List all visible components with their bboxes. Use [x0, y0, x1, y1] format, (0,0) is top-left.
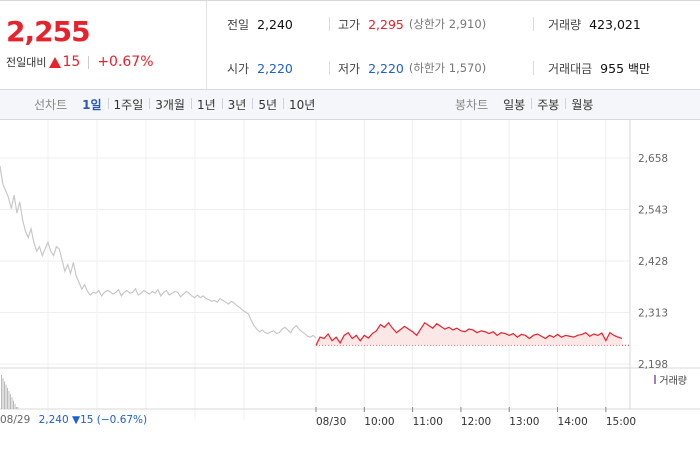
x-tick-label: 11:00	[413, 416, 443, 428]
stat-value: 955	[600, 60, 625, 76]
y-tick-label: 2,428	[638, 256, 668, 268]
chart-tab-bar: 선차트 1일 1주일 3개월 1년 3년 5년 10년 봉차트 일봉 주봉 월봉	[0, 89, 700, 120]
stat-value: 423,021	[589, 16, 641, 32]
y-tick-label: 2,313	[638, 308, 668, 320]
x-tick-label: 12:00	[461, 416, 491, 428]
price-panel: 2,255 전일대비 15 +0.67%	[0, 1, 207, 90]
volume-bar	[16, 407, 17, 409]
prev-day-price: 2,240	[38, 414, 69, 426]
volume-bar	[2, 378, 4, 409]
tab-1-day[interactable]: 1일	[82, 98, 102, 112]
up-triangle-icon	[49, 56, 62, 68]
volume-bar	[13, 400, 14, 409]
candle-chart-tabs: 봉차트 일봉 주봉 월봉	[455, 90, 599, 119]
volume-bar	[11, 397, 13, 409]
stat-label: 전일	[227, 17, 250, 32]
line-chart-label: 선차트	[34, 98, 68, 112]
lower-limit: (하한가 1,570)	[408, 61, 487, 75]
y-tick-label: 2,198	[638, 359, 668, 371]
x-tick-label: 15:00	[606, 416, 636, 428]
tab-weekly-candle[interactable]: 주봉	[531, 96, 565, 113]
volume-bar	[4, 381, 5, 409]
stat-label: 저가	[338, 61, 361, 76]
volume-legend-label: 거래량	[659, 376, 687, 387]
current-price: 2,255	[6, 15, 91, 48]
stat-volume: 거래량 423,021	[548, 14, 641, 34]
series-area-today	[316, 322, 622, 346]
tab-monthly-candle[interactable]: 월봉	[565, 96, 599, 113]
stat-value: 2,220	[368, 60, 404, 76]
volume-bar	[5, 384, 7, 409]
stat-value: 2,220	[257, 60, 293, 76]
stats-panel: 전일 2,240 시가 2,220 고가 2,295 (상한가 2,910) 저…	[208, 1, 700, 90]
prev-day-change: ▼15 (−0.67%)	[72, 414, 148, 426]
x-tick-label: 13:00	[509, 416, 539, 428]
stat-prev-close: 전일 2,240	[227, 14, 293, 34]
tab-1-week[interactable]: 1주일	[107, 96, 150, 113]
x-tick-label: 14:00	[558, 416, 588, 428]
stat-open: 시가 2,220	[227, 58, 293, 78]
stat-value: 2,295	[368, 16, 404, 32]
price-chart: 2,658 2,543 2,428 2,313 2,198 08/30 10:00 11:0…	[0, 120, 700, 450]
stat-high: 고가 2,295 (상한가 2,910)	[338, 14, 486, 34]
stock-summary: 2,255 전일대비 15 +0.67% 전일 2,240 시가 2,220 고…	[0, 0, 700, 90]
series-line-prev-day	[0, 165, 317, 339]
tab-daily-candle[interactable]: 일봉	[503, 98, 526, 112]
volume-bar	[1, 375, 2, 409]
divider	[533, 61, 534, 75]
divider	[533, 17, 534, 31]
volume-bar	[10, 394, 11, 409]
stat-label: 시가	[227, 61, 250, 76]
x-tick-label: 08/30	[316, 416, 346, 428]
stat-low: 저가 2,220 (하한가 1,570)	[338, 58, 486, 78]
stat-label: 고가	[338, 17, 361, 32]
y-tick-label: 2,543	[638, 205, 668, 217]
tab-10-year[interactable]: 10년	[283, 96, 321, 113]
divider	[329, 61, 330, 75]
stat-amount: 거래대금 955 백만	[548, 58, 650, 78]
stat-unit: 백만	[628, 61, 651, 76]
stat-value: 2,240	[257, 16, 293, 32]
upper-limit: (상한가 2,910)	[408, 17, 487, 31]
x-tick-label: 10:00	[364, 416, 394, 428]
change-percent: +0.67%	[97, 54, 154, 70]
prev-day-info: 08/29 2,240 ▼15 (−0.67%)	[0, 414, 147, 426]
volume-legend: 거래량	[654, 372, 687, 387]
volume-bar	[7, 387, 8, 409]
stat-label: 거래량	[548, 17, 582, 32]
line-chart-tabs: 선차트 1일 1주일 3개월 1년 3년 5년 10년	[34, 90, 321, 119]
candle-chart-label: 봉차트	[455, 98, 489, 112]
divider	[329, 17, 330, 31]
y-tick-label: 2,658	[638, 153, 668, 165]
volume-bar	[14, 403, 16, 409]
change-amount: 15	[62, 54, 81, 70]
stat-label: 거래대금	[548, 61, 593, 76]
change-row: 전일대비 15 +0.67%	[6, 54, 154, 70]
series-line-today	[315, 321, 623, 346]
divider	[88, 55, 90, 69]
volume-bar	[8, 391, 10, 409]
prev-day-date: 08/29	[0, 414, 31, 426]
price-chart-svg: 2,658 2,543 2,428 2,313 2,198 08/30 10:00 11:0…	[0, 120, 700, 428]
volume-bar	[17, 407, 19, 409]
tab-5-year[interactable]: 5년	[252, 96, 283, 113]
tab-3-year[interactable]: 3년	[221, 96, 253, 113]
tab-3-month[interactable]: 3개월	[149, 96, 191, 113]
tab-1-year[interactable]: 1년	[190, 96, 222, 113]
change-label: 전일대비	[6, 56, 47, 69]
volume-swatch	[654, 375, 657, 384]
